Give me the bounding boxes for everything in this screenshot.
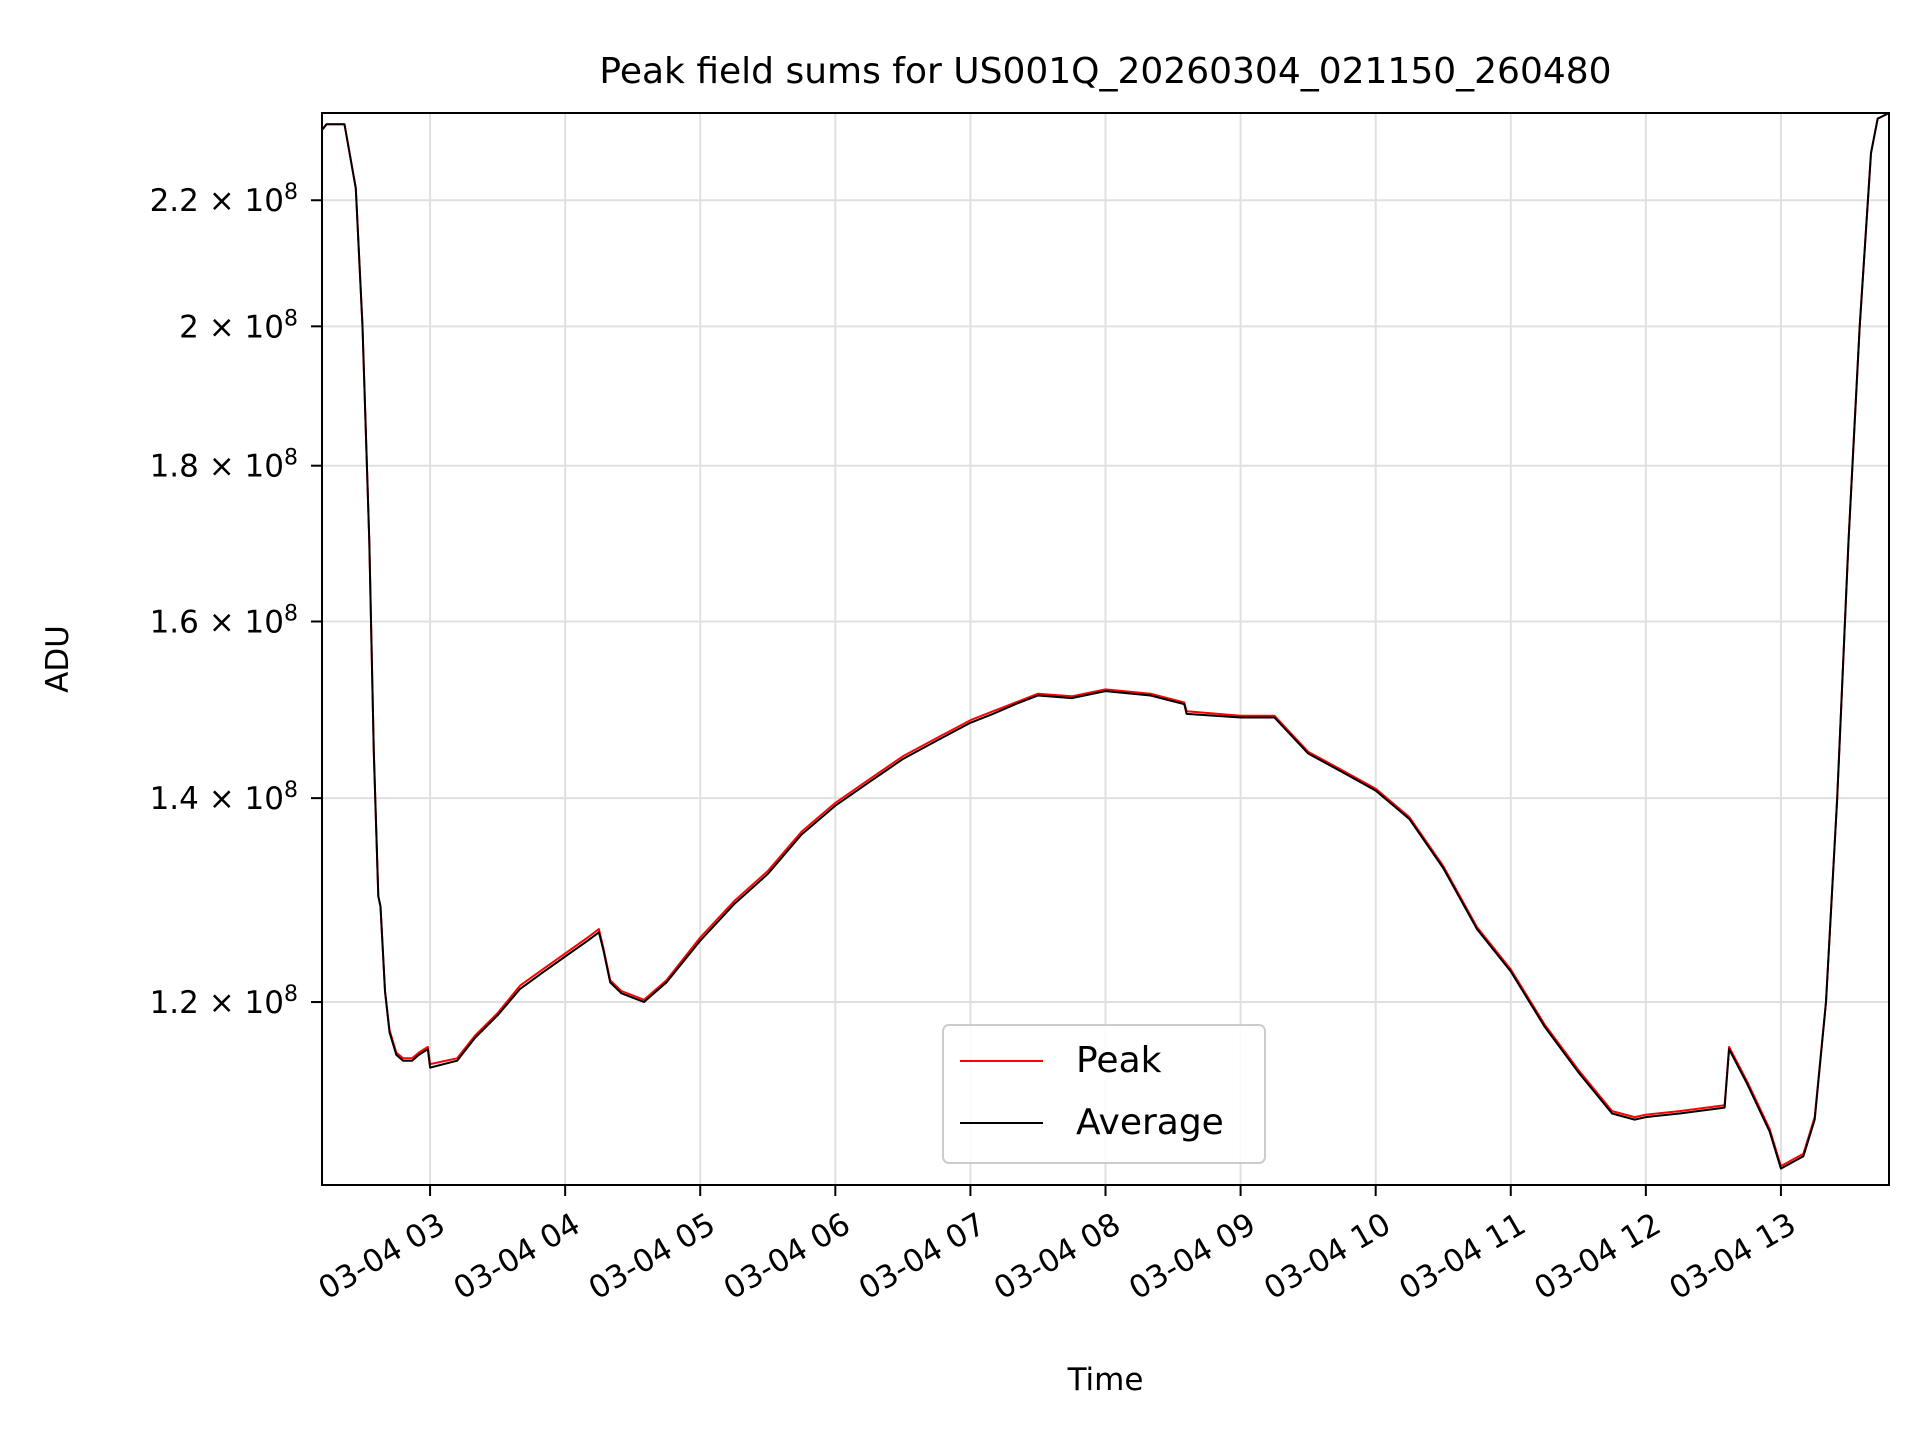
x-axis-label: Time [1067,1362,1144,1398]
series-line-average [322,113,1889,1170]
y-axis-label: ADU [40,625,76,693]
legend-box [942,1024,1266,1164]
y-tick-label: 2.2 × 108 [150,180,298,219]
y-tick-label: 2 × 108 [179,306,298,345]
y-tick-label: 1.8 × 108 [150,446,298,485]
chart-title: Peak field sums for US001Q_20260304_0211… [599,51,1611,92]
grid [322,113,1889,1185]
legend: Peak Average [942,1024,1266,1164]
y-axis: 1.2 × 108 1.4 × 108 1.6 × 108 1.8 × 108 2 × … [150,180,322,1021]
y-tick-label: 1.6 × 108 [150,602,298,641]
y-tick-label: 1.4 × 108 [150,778,298,817]
legend-label-average: Average [1076,1102,1224,1143]
y-tick-label: 1.2 × 108 [150,982,298,1021]
series-line-peak [322,113,1889,1168]
legend-label-peak: Peak [1076,1040,1162,1081]
series-layer [322,113,1889,1170]
